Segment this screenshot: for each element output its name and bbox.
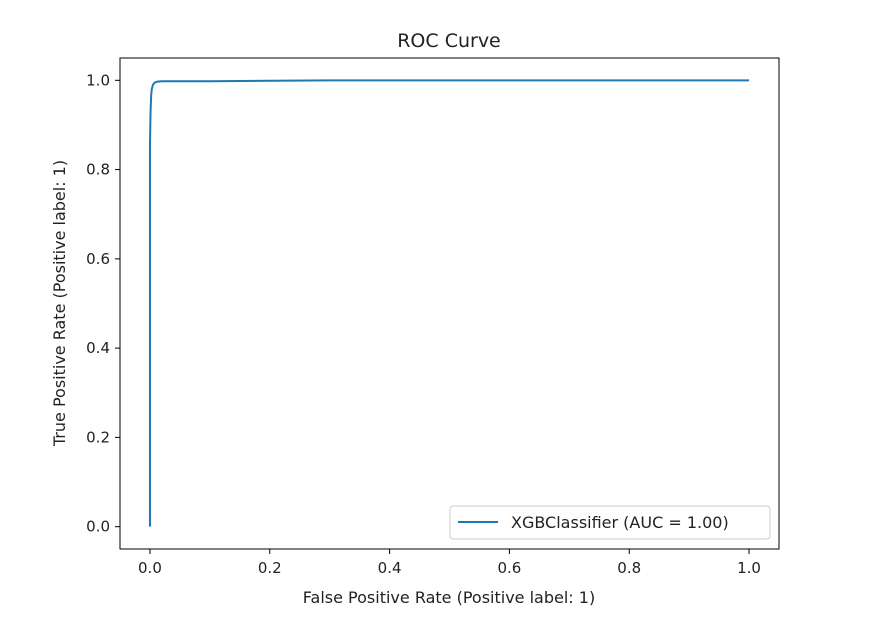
x-tick-label: 0.4 [378, 559, 402, 577]
y-tick-label: 0.2 [86, 428, 110, 446]
legend: XGBClassifier (AUC = 1.00) [449, 505, 771, 540]
chart-title: ROC Curve [397, 30, 501, 52]
axes-spine [119, 57, 780, 550]
y-tick-label: 0.6 [86, 250, 110, 268]
y-tick-label: 1.0 [86, 71, 110, 89]
y-axis-ticks: 0.0 0.2 0.4 0.6 0.8 1.0 [86, 71, 120, 536]
y-axis-label: True Positive Rate (Positive label: 1) [50, 160, 69, 447]
legend-entry-label: XGBClassifier (AUC = 1.00) [511, 513, 729, 532]
x-tick-label: 0.0 [138, 559, 162, 577]
x-axis-ticks: 0.0 0.2 0.4 0.6 0.8 1.0 [138, 549, 761, 577]
y-tick-label: 0.0 [86, 518, 110, 536]
x-tick-label: 0.6 [497, 559, 521, 577]
x-tick-label: 0.2 [258, 559, 282, 577]
y-tick-label: 0.8 [86, 161, 110, 179]
x-tick-label: 1.0 [737, 559, 761, 577]
roc-curve-line [148, 79, 750, 527]
legend-box [449, 505, 771, 540]
axes-frame [119, 57, 780, 550]
y-tick-label: 0.4 [86, 339, 110, 357]
series-layer [148, 79, 750, 527]
x-axis-label: False Positive Rate (Positive label: 1) [303, 588, 595, 607]
x-tick-label: 0.8 [617, 559, 641, 577]
